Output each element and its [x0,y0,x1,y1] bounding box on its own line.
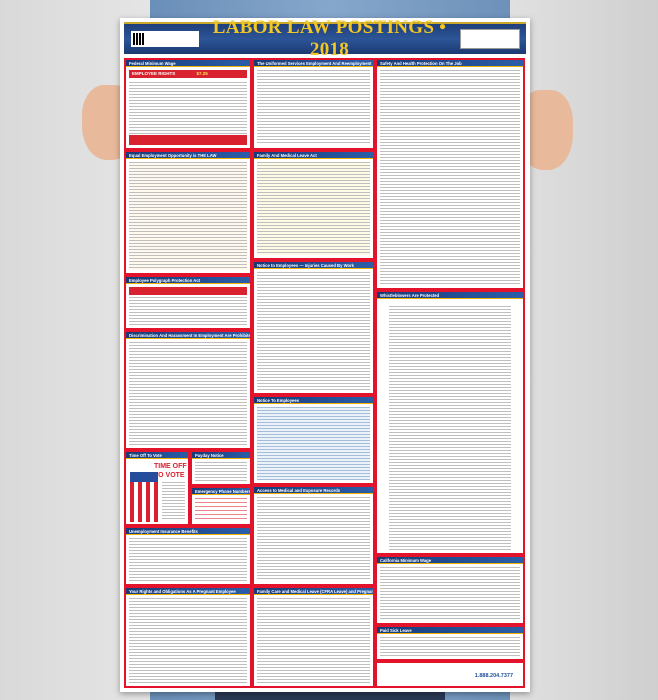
section-title: Paid Sick Leave [377,627,523,634]
section-payday-notice: Payday Notice [190,450,252,486]
section-text [257,70,370,145]
section-safety-health: Safety And Health Protection On The Job [375,58,525,290]
employee-rights-band: EMPLOYEE RIGHTS $7.25 [129,70,247,78]
section-text [129,162,247,270]
wage-amount: $7.25 [196,71,208,76]
section-title: Family And Medical Leave Act [254,152,373,159]
section-medical-records: Access to Medical and Exposure Records [252,485,375,586]
section-text [257,407,370,480]
section-text [257,162,370,255]
section-title: The Uniformed Services Employment And Re… [254,60,373,67]
section-discrimination: Discrimination And Harassment In Employm… [124,330,252,450]
section-injuries: Notice to Employees — Injuries Caused By… [252,260,375,395]
section-title: Time Off To Vote [126,452,188,459]
section-polygraph: Employee Polygraph Protection Act [124,275,252,330]
section-text [380,637,520,656]
section-paid-sick-leave: Paid Sick Leave [375,625,525,661]
section-text [257,272,370,390]
section-title: Payday Notice [192,452,250,459]
labor-law-poster: LABOR LAW POSTINGS • 2018 Federal Minimu… [120,17,530,692]
section-cfra: Family Care and Medical Leave (CFRA Leav… [252,586,375,688]
section-title: Whistleblowers Are Protected [377,292,523,299]
ballot-box-icon [130,472,158,522]
poster-header: LABOR LAW POSTINGS • 2018 [124,17,526,60]
poster-title: LABOR LAW POSTINGS • 2018 [212,17,447,60]
section-text [389,306,511,550]
section-title: Safety And Health Protection On The Job [377,60,523,67]
section-text [129,598,247,683]
compliance-badge [460,29,520,49]
employee-rights-label: EMPLOYEE RIGHTS [132,71,176,76]
section-title: Equal Employment Opportunity is THE LAW [126,152,250,159]
section-whistleblowers: Whistleblowers Are Protected [375,290,525,555]
employee-rights-band [129,287,247,295]
section-title: Family Care and Medical Leave (CFRA Leav… [254,588,373,595]
section-text [162,482,185,521]
section-title: Unemployment Insurance Benefits [126,528,250,535]
section-pregnant-employee: Your Rights and Obligations As A Pregnan… [124,586,252,688]
section-text [129,82,247,134]
section-text [129,342,247,445]
section-eeo: Equal Employment Opportunity is THE LAW [124,150,252,275]
section-text [257,598,370,683]
footer-phone: 1.888.204.7377 [474,673,513,679]
section-time-off-to-vote: Time Off To Vote TIME OFF TO VOTE [124,450,190,526]
section-title: Notice To Employees [254,397,373,404]
section-title: California Minimum Wage [377,557,523,564]
section-title: Employee Polygraph Protection Act [126,277,250,284]
section-title: Access to Medical and Exposure Records [254,487,373,494]
section-text [195,498,247,521]
section-text [129,538,247,581]
section-text [195,462,247,481]
section-text [380,567,520,620]
section-title: Discrimination And Harassment In Employm… [126,332,250,339]
section-title: Federal Minimum Wage [126,60,250,67]
vote-graphic: TIME OFF TO VOTE [154,463,187,479]
section-ca-minimum-wage: California Minimum Wage [375,555,525,625]
footer-band [129,135,247,145]
section-unemployment: Unemployment Insurance Benefits [124,526,252,586]
section-text [129,297,247,325]
section-fmla: Family And Medical Leave Act [252,150,375,260]
section-title: Your Rights and Obligations As A Pregnan… [126,588,250,595]
section-notice-to-employees: Notice To Employees [252,395,375,485]
section-title: Emergency Phone Numbers [192,488,250,495]
poster-footer: 1.888.204.7377 [375,661,525,688]
section-text [380,70,520,285]
section-title: Notice to Employees — Injuries Caused By… [254,262,373,269]
qr-label [131,31,199,47]
section-federal-minimum-wage: Federal Minimum Wage EMPLOYEE RIGHTS $7.… [124,58,252,150]
section-userra: The Uniformed Services Employment And Re… [252,58,375,150]
qr-code-icon [133,33,145,45]
section-text [257,497,370,581]
section-emergency-numbers: Emergency Phone Numbers [190,486,252,526]
